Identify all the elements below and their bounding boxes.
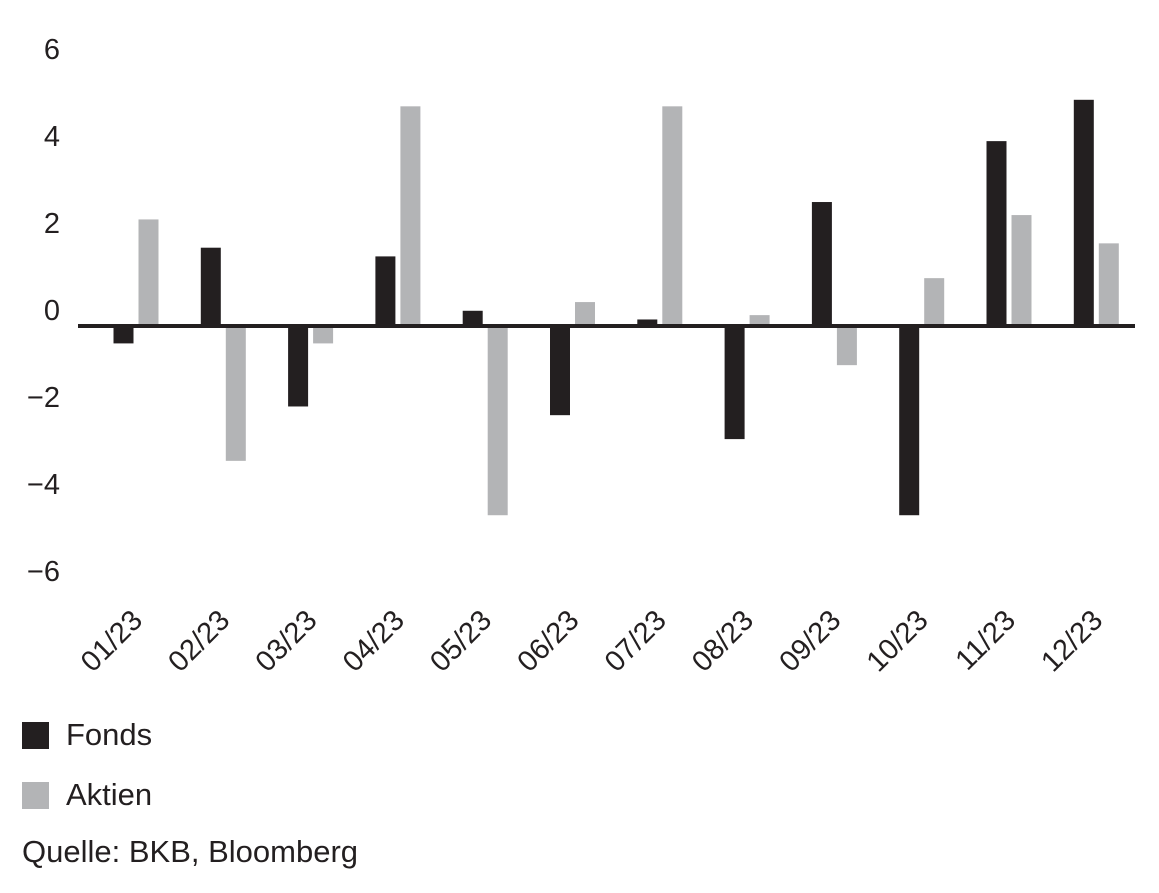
y-tick-label: 6 xyxy=(44,34,60,66)
x-tick-label: 12/23 xyxy=(1035,604,1109,678)
bars-group xyxy=(113,99,1119,516)
x-tick-label: 02/23 xyxy=(162,604,236,678)
bar-aktien-02-23 xyxy=(225,326,246,461)
bar-fonds-11-23 xyxy=(986,141,1007,326)
bar-fonds-07-23 xyxy=(637,319,658,326)
x-tick-label: 10/23 xyxy=(861,604,935,678)
source-note: Quelle: BKB, Bloomberg xyxy=(22,834,359,869)
legend-label-fonds: Fonds xyxy=(66,717,153,752)
y-tick-label: 0 xyxy=(44,295,60,327)
bar-aktien-12-23 xyxy=(1098,243,1119,326)
x-tick-label: 11/23 xyxy=(950,604,1022,676)
legend-swatch-aktien xyxy=(22,781,49,809)
y-axis-tick-labels: 6 4 2 0 −2 −4 −6 xyxy=(27,34,60,588)
bar-fonds-08-23 xyxy=(724,326,745,440)
x-tick-label: 07/23 xyxy=(599,604,673,678)
bar-fonds-02-23 xyxy=(200,247,221,326)
x-tick-label: 01/23 xyxy=(75,604,149,678)
bar-fonds-12-23 xyxy=(1073,99,1094,326)
x-tick-label: 06/23 xyxy=(512,604,586,678)
bar-fonds-09-23 xyxy=(811,202,832,326)
bar-aktien-08-23 xyxy=(749,315,770,326)
x-tick-label: 05/23 xyxy=(424,604,498,678)
bar-fonds-05-23 xyxy=(462,310,483,326)
bar-aktien-05-23 xyxy=(487,326,508,516)
y-tick-label: 2 xyxy=(44,208,60,240)
bar-aktien-11-23 xyxy=(1011,215,1032,326)
y-tick-label: −2 xyxy=(27,382,60,414)
bar-fonds-01-23 xyxy=(113,326,134,344)
x-tick-label: 04/23 xyxy=(337,604,411,678)
x-axis-category-labels: 01/23 02/23 03/23 04/23 05/23 06/23 07/23 08/23… xyxy=(75,604,1109,678)
bar-aktien-01-23 xyxy=(138,219,159,326)
bar-fonds-06-23 xyxy=(550,326,570,416)
y-tick-label: −4 xyxy=(27,469,60,501)
bar-aktien-09-23 xyxy=(836,326,857,366)
bar-aktien-10-23 xyxy=(924,278,945,326)
bar-chart: 6 4 2 0 −2 −4 −6 01/23 02/23 03/23 04/23 05/23 06/2… xyxy=(27,34,1135,678)
legend-swatch-fonds xyxy=(22,721,49,749)
bar-aktien-04-23 xyxy=(400,106,421,326)
bar-aktien-06-23 xyxy=(575,302,595,326)
legend-label-aktien: Aktien xyxy=(66,777,153,812)
legend-item-fonds: Fonds xyxy=(22,712,152,758)
bar-fonds-10-23 xyxy=(899,326,920,516)
bar-fonds-03-23 xyxy=(288,326,309,407)
legend: Fonds Aktien xyxy=(22,712,152,832)
bar-aktien-07-23 xyxy=(662,106,683,326)
bar-aktien-03-23 xyxy=(313,326,334,344)
y-tick-label: 4 xyxy=(44,121,60,153)
y-tick-label: −6 xyxy=(27,556,60,588)
legend-item-aktien: Aktien xyxy=(22,772,152,818)
x-tick-label: 08/23 xyxy=(686,604,760,678)
bar-fonds-04-23 xyxy=(375,256,396,326)
x-tick-label: 09/23 xyxy=(773,604,847,678)
x-tick-label: 03/23 xyxy=(250,604,324,678)
